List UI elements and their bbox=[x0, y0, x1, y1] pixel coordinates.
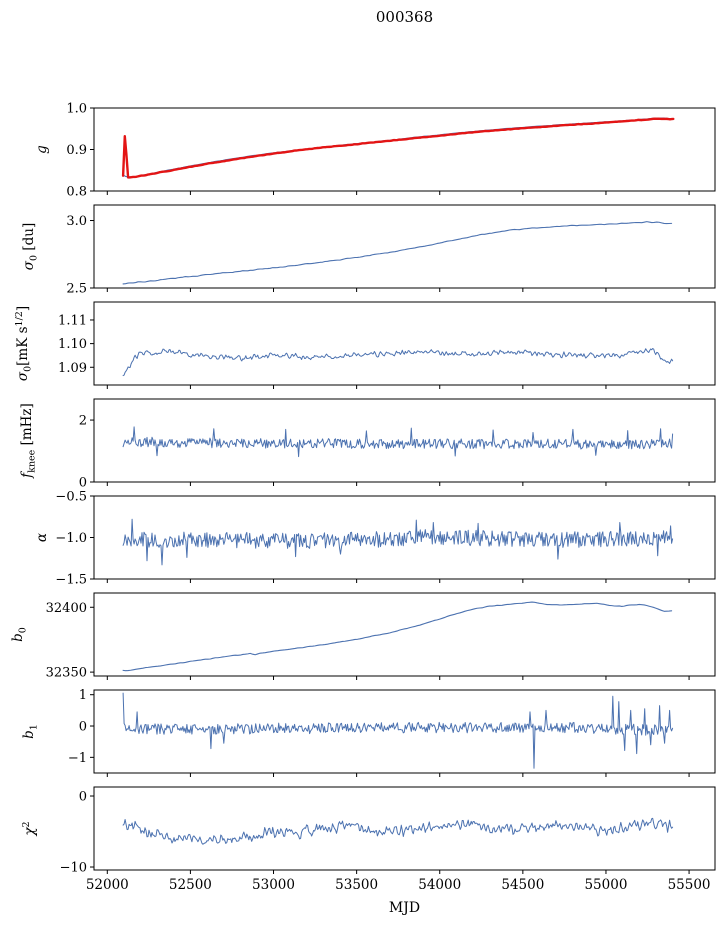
series-chi2-line bbox=[122, 817, 674, 845]
series-f-knee-line bbox=[122, 426, 674, 458]
y-tick-label: 1.0 bbox=[66, 102, 87, 117]
y-axis-label: fknee [mHz] bbox=[19, 403, 38, 479]
y-tick-label: 0 bbox=[79, 720, 87, 735]
series-b1-line bbox=[122, 692, 674, 769]
y-tick-label: 32400 bbox=[46, 601, 87, 616]
subplot-sigma0-du: 2.5 3.0 σ0 [du] bbox=[21, 204, 716, 297]
y-tick-label: 1.10 bbox=[58, 337, 87, 352]
y-tick-label: −1.5 bbox=[55, 573, 87, 588]
axes-frame bbox=[93, 592, 716, 677]
series-gain-data bbox=[122, 117, 673, 178]
y-tick-label: 2.5 bbox=[66, 282, 87, 297]
series-alpha-line bbox=[122, 518, 674, 566]
x-tick-label: 55500 bbox=[668, 877, 711, 893]
y-tick-label: −10 bbox=[60, 861, 87, 876]
y-tick-label: 1.09 bbox=[58, 361, 87, 376]
subplot-b0: 32350 32400 b0 bbox=[10, 592, 716, 681]
series-sigma0-du-line bbox=[122, 221, 673, 285]
figure-title: 000368 bbox=[375, 8, 434, 26]
subplot-sigma0-mk: 1.09 1.10 1.11 σ0[mK s1/2] bbox=[14, 301, 716, 389]
x-tick-label: 52500 bbox=[169, 877, 212, 893]
y-tick-label: 0 bbox=[79, 476, 87, 491]
axes-frame bbox=[93, 204, 716, 289]
y-tick-label: 0.8 bbox=[66, 185, 87, 200]
axes-frame bbox=[93, 689, 716, 774]
y-tick-label: 0.9 bbox=[66, 143, 87, 158]
axes-frame bbox=[93, 398, 716, 483]
y-axis-label: g bbox=[34, 145, 50, 154]
subplot-alpha: −0.5 −1.0 −1.5 α bbox=[34, 490, 716, 588]
x-tick-label: 53500 bbox=[335, 877, 378, 893]
y-tick-label: −1 bbox=[68, 751, 87, 766]
y-tick-label: 32350 bbox=[46, 666, 87, 681]
x-tick-label: 52000 bbox=[86, 877, 129, 893]
y-tick-label: 3.0 bbox=[66, 214, 87, 229]
y-axis-label: b0 bbox=[10, 627, 29, 642]
y-axis-label: σ0[mK s1/2] bbox=[14, 306, 34, 381]
subplot-chi2: 0 −10 χ2 bbox=[21, 786, 716, 876]
subplot-f-knee: 0 2 fknee [mHz] bbox=[19, 398, 716, 491]
y-tick-label: −0.5 bbox=[55, 490, 87, 505]
axes-frame bbox=[93, 301, 716, 386]
x-tick-label: 55000 bbox=[584, 877, 627, 893]
subplot-b1: 1 0 −1 b1 bbox=[21, 688, 716, 777]
axes-frame bbox=[93, 786, 716, 871]
y-axis-label: σ0 [du] bbox=[21, 223, 40, 270]
y-axis-label: χ2 bbox=[21, 821, 38, 836]
y-tick-label: −1.0 bbox=[55, 531, 87, 546]
y-tick-label: 1.11 bbox=[58, 314, 87, 329]
x-tick-label: 53000 bbox=[252, 877, 295, 893]
x-tick-label: 54500 bbox=[501, 877, 544, 893]
y-axis-label: α bbox=[34, 533, 50, 542]
subplot-g: 0.8 0.9 1.0 g bbox=[34, 102, 716, 200]
y-tick-label: 2 bbox=[79, 414, 87, 429]
y-tick-label: 0 bbox=[79, 790, 87, 805]
series-gain-fit bbox=[121, 117, 675, 179]
series-sigma0-mk-line bbox=[122, 347, 674, 377]
y-tick-label: 1 bbox=[79, 688, 87, 703]
x-tick-label: 54000 bbox=[418, 877, 461, 893]
series-b0-line bbox=[122, 601, 673, 672]
y-axis-label: b1 bbox=[21, 724, 40, 739]
x-axis-label: MJD bbox=[389, 900, 420, 916]
